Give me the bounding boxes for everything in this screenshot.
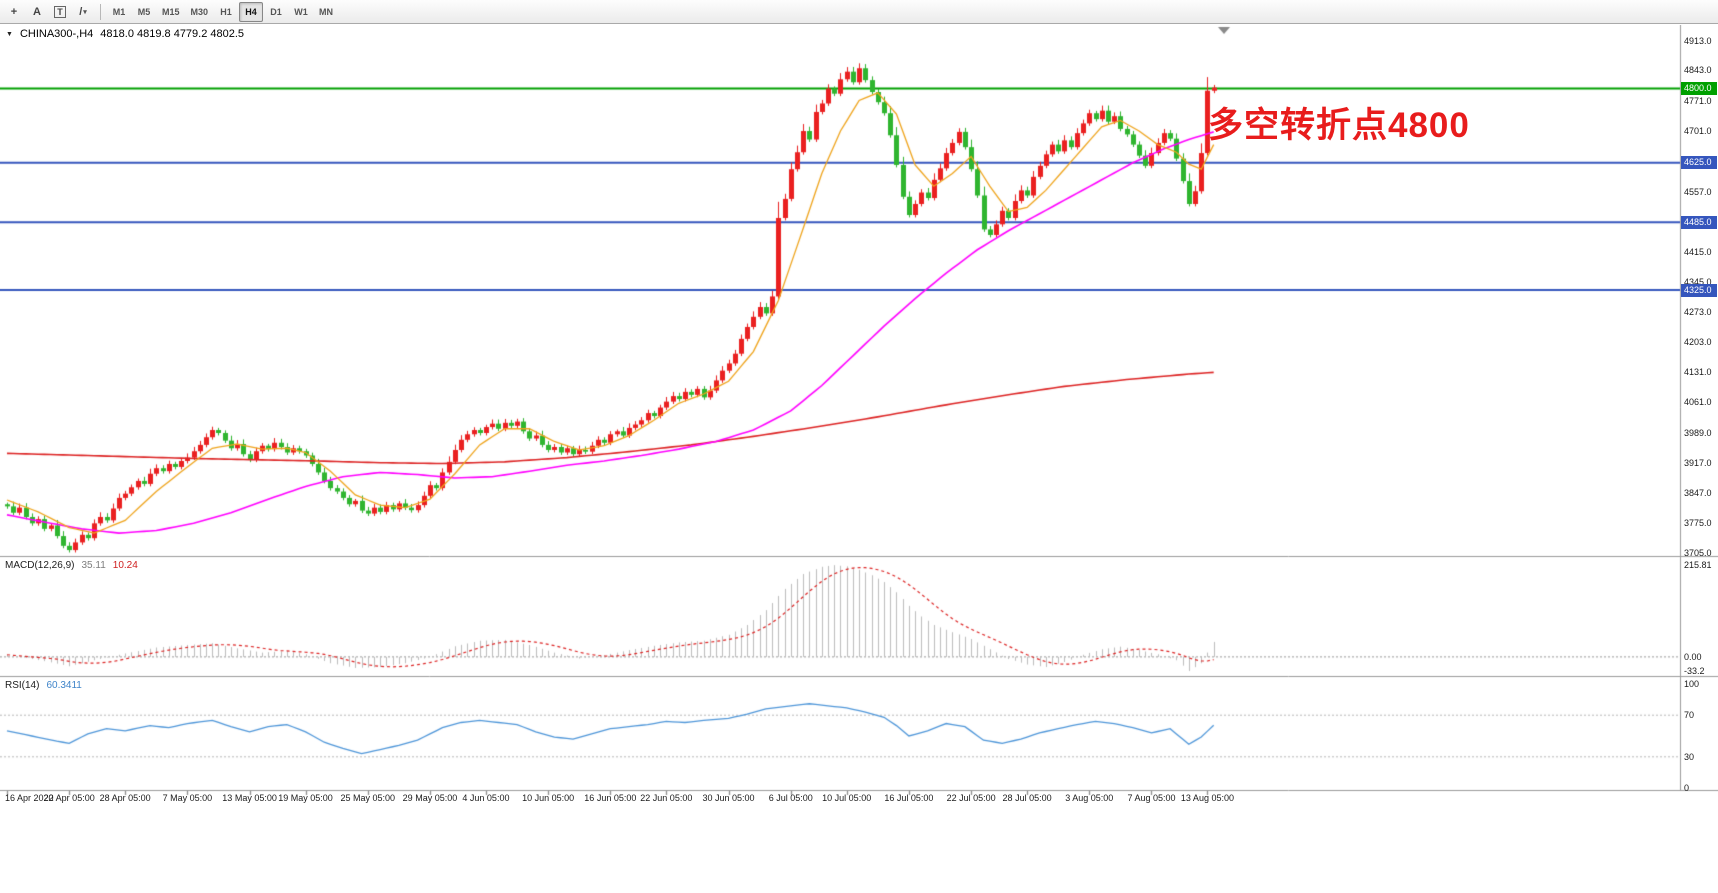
macd-name: MACD(12,26,9) [5,560,75,571]
price-axis-label: 4913.0 [1684,35,1712,46]
time-axis-label: 10 Jun 05:00 [522,793,575,803]
price-axis-label: 4203.0 [1684,336,1712,347]
time-axis-label: 25 May 05:00 [340,793,396,803]
time-axis-label: 10 Jul 05:00 [822,793,872,803]
rsi-value: 60.3411 [46,680,82,691]
chevron-down-icon[interactable]: ▼ [6,30,13,38]
price-axis-label: 3775.0 [1684,518,1712,529]
time-axis-label: 4 Jun 05:00 [462,793,510,803]
rsi-name: RSI(14) [5,680,40,691]
chart-canvas[interactable] [0,25,1718,893]
time-axis-label: 3 Aug 05:00 [1065,793,1114,803]
time-axis-label: 28 Apr 05:00 [99,793,151,803]
time-axis-label: 7 May 05:00 [162,793,213,803]
annotation-text: 多空转折点4800 [1208,106,1470,145]
time-axis-label: 16 Jun 05:00 [584,793,637,803]
price-axis-label: 4273.0 [1684,307,1712,318]
chart-title: ▼ CHINA300-,H4 4818.0 4819.8 4779.2 4802… [6,28,244,40]
tool-text-button[interactable]: A [26,2,48,22]
chevron-down-icon: ▾ [83,8,87,16]
toolbar: + A T / ▾ M1 M5 M15 M30 H1 H4 D1 W1 MN [0,0,1718,24]
rsi-axis-label: 0 [1684,783,1690,793]
timeframe-m30-button[interactable]: M30 [186,2,214,22]
price-axis-label: 3917.0 [1684,458,1712,469]
chart-workspace: ▼ CHINA300-,H4 4818.0 4819.8 4779.2 4802… [0,25,1718,893]
timeframe-m1-button[interactable]: M1 [107,2,131,22]
time-axis-label: 22 Jun 05:00 [640,793,693,803]
tool-text-frame-button[interactable]: T [49,2,71,22]
crosshair-icon: + [10,5,18,18]
price-axis-label: 3705.0 [1684,548,1712,559]
price-axis-label: 4061.0 [1684,397,1712,408]
timeframe-h4-button[interactable]: H4 [239,1,264,22]
price-line-tag: 4485.0 [1681,215,1717,229]
time-axis-label: 16 Jul 05:00 [884,793,934,803]
tool-shapes-button[interactable]: / ▾ [72,2,94,22]
price-axis-label: 4843.0 [1684,65,1712,76]
timeframe-m5-button[interactable]: M5 [132,2,156,22]
price-line-tag: 4800.0 [1681,82,1717,96]
tool-crosshair-button[interactable]: + [3,2,25,22]
time-axis-label: 13 May 05:00 [222,793,277,803]
time-axis-label: 30 Jun 05:00 [702,793,755,803]
time-axis-label: 6 Jul 05:00 [768,793,813,803]
timeframe-group: M1 M5 M15 M30 H1 H4 D1 W1 MN [107,1,338,22]
time-axis-label: 29 May 05:00 [402,793,458,803]
price-line-tag: 4625.0 [1681,156,1717,170]
price-axis-label: 4771.0 [1684,95,1712,106]
time-axis-label: 28 Jul 05:00 [1002,793,1052,803]
text-frame-icon: T [54,5,66,18]
price-axis-label: 4345.0 [1684,276,1712,287]
time-axis-label: 13 Aug 05:00 [1180,793,1234,803]
price-axis-label: 4701.0 [1684,125,1712,136]
price-axis-label: 4131.0 [1684,367,1712,378]
shapes-icon: / [79,5,83,18]
price-axis-label: 3989.0 [1684,427,1712,438]
timeframe-h1-button[interactable]: H1 [214,2,238,22]
price-axis-label: 3847.0 [1684,487,1712,498]
drawing-tools-group: + A T / ▾ [3,2,94,22]
macd-axis-label: 0.00 [1684,651,1702,662]
rsi-label: RSI(14) 60.3411 [5,680,82,691]
time-axis-label: 7 Aug 05:00 [1127,793,1176,803]
timeframe-w1-button[interactable]: W1 [289,2,313,22]
timeframe-mn-button[interactable]: MN [314,2,338,22]
rsi-axis-label: 30 [1684,751,1695,762]
price-line-tag: 4325.0 [1681,283,1717,297]
timeframe-m15-button[interactable]: M15 [157,2,185,22]
time-axis-label: 22 Apr 05:00 [43,793,95,803]
macd-signal-value: 10.24 [112,560,138,571]
rsi-axis-label: 100 [1684,679,1700,689]
ohlc-values: 4818.0 4819.8 4779.2 4802.5 [100,28,245,40]
price-axis-label: 4557.0 [1684,186,1712,197]
price-axis-label: 4415.0 [1684,246,1712,257]
time-axis-label: 22 Jul 05:00 [946,793,996,803]
toolbar-separator [100,3,101,20]
macd-axis-label: 215.81 [1684,560,1712,571]
timeframe-d1-button[interactable]: D1 [264,2,288,22]
macd-main-value: 35.11 [81,560,106,571]
symbol-timeframe-label: CHINA300-,H4 [19,28,94,40]
macd-axis-label: -33.2 [1684,665,1705,676]
time-axis-label: 16 Apr 2020 [5,793,54,803]
text-icon: A [33,5,41,18]
time-axis-label: 19 May 05:00 [278,793,333,803]
rsi-axis-label: 70 [1684,710,1695,721]
macd-label: MACD(12,26,9) 35.11 10.24 [5,560,138,571]
